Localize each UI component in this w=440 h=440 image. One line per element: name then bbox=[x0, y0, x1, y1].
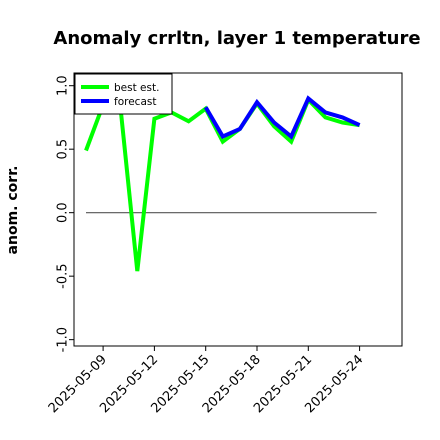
plot-area bbox=[73, 72, 403, 347]
series-line-best-est bbox=[84, 96, 360, 272]
legend-box bbox=[74, 73, 173, 115]
y-ticks: -1.0 -0.5 0.0 0.5 1.0 bbox=[56, 75, 74, 352]
x-ticks: 2025-05-092025-05-122025-05-152025-05-18… bbox=[46, 346, 366, 416]
y-axis-label: anom. corr. bbox=[5, 166, 21, 255]
chart-title: Anomaly crrltn, layer 1 temperature bbox=[53, 28, 420, 49]
series-group bbox=[84, 95, 361, 272]
y-tick-label: -1.0 bbox=[56, 327, 71, 352]
series-line-forecast bbox=[203, 95, 361, 140]
legend-label: best est. bbox=[114, 82, 159, 94]
y-tick-label: 1.0 bbox=[56, 75, 71, 96]
y-tick-label: -0.5 bbox=[56, 263, 71, 288]
y-tick-label: 0.0 bbox=[56, 202, 71, 223]
legend-label: forecast bbox=[114, 96, 156, 108]
y-tick-label: 0.5 bbox=[56, 139, 71, 160]
legend: best est. forecast bbox=[74, 73, 173, 115]
